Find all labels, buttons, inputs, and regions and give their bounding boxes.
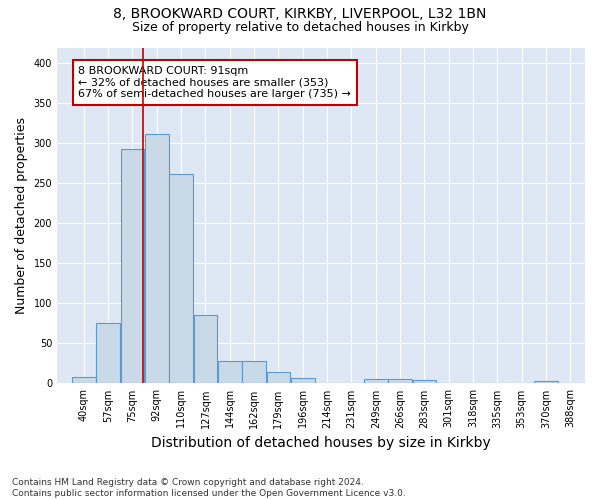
Bar xyxy=(291,378,314,384)
Bar xyxy=(364,380,388,384)
Bar xyxy=(388,380,412,384)
Bar xyxy=(266,372,290,384)
Bar xyxy=(96,324,120,384)
Text: 8, BROOKWARD COURT, KIRKBY, LIVERPOOL, L32 1BN: 8, BROOKWARD COURT, KIRKBY, LIVERPOOL, L… xyxy=(113,8,487,22)
Bar xyxy=(413,380,436,384)
Text: 8 BROOKWARD COURT: 91sqm
← 32% of detached houses are smaller (353)
67% of semi-: 8 BROOKWARD COURT: 91sqm ← 32% of detach… xyxy=(78,66,351,99)
Bar xyxy=(121,149,145,384)
Y-axis label: Number of detached properties: Number of detached properties xyxy=(15,117,28,314)
X-axis label: Distribution of detached houses by size in Kirkby: Distribution of detached houses by size … xyxy=(151,436,491,450)
Bar xyxy=(534,381,558,384)
Bar xyxy=(218,361,242,384)
Bar xyxy=(169,174,193,384)
Text: Size of property relative to detached houses in Kirkby: Size of property relative to detached ho… xyxy=(131,21,469,34)
Text: Contains HM Land Registry data © Crown copyright and database right 2024.
Contai: Contains HM Land Registry data © Crown c… xyxy=(12,478,406,498)
Bar xyxy=(242,361,266,384)
Bar xyxy=(194,316,217,384)
Bar xyxy=(72,377,96,384)
Bar xyxy=(145,134,169,384)
